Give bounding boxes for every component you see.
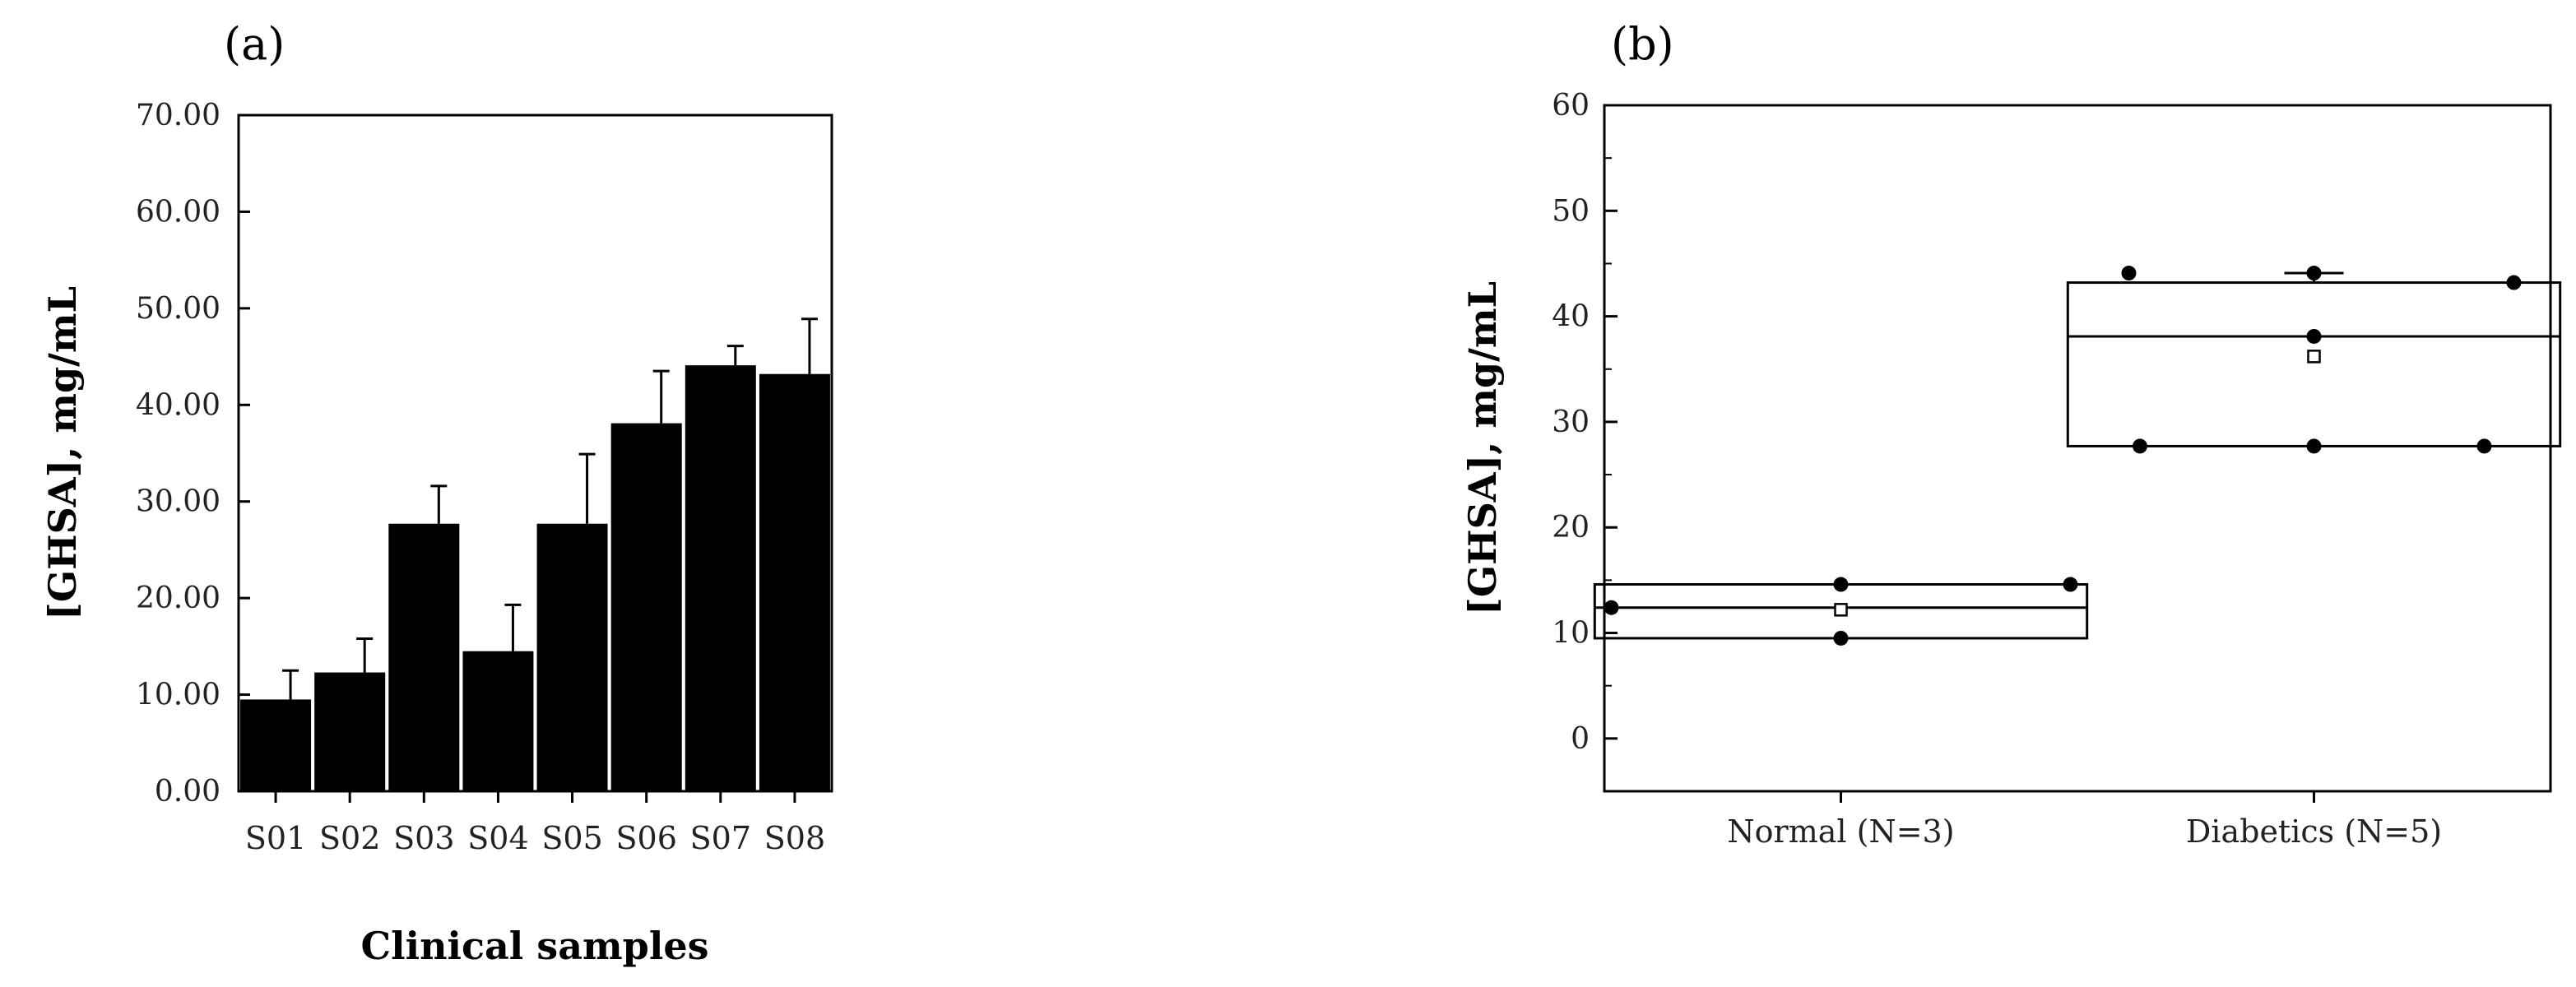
bar xyxy=(462,651,534,791)
box-chart-panel: (b) 0 10 20 30 40 50 60 Normal (N=3) Diabetics … xyxy=(1460,18,2562,850)
data-point xyxy=(2306,266,2322,281)
box-chart-x-ticks: Normal (N=3) Diabetics (N=5) xyxy=(1727,791,2442,850)
x-tick-label: S05 xyxy=(541,820,602,856)
y-tick-label: 10 xyxy=(1552,617,1590,651)
y-tick-label: 0 xyxy=(1571,722,1590,756)
y-tick-label: 50 xyxy=(1552,194,1590,228)
box-chart-y-axis-label: [GHSA], mg/mL xyxy=(1460,281,1505,615)
bar-chart-y-ticks: 0.00 10.00 20.00 30.00 40.00 50.00 60.00 70.00 xyxy=(136,99,250,809)
x-tick-label: S06 xyxy=(615,820,676,856)
y-tick-label: 20.00 xyxy=(136,582,220,615)
bar-chart-y-axis-label: [GHSA], mg/mL xyxy=(40,286,85,620)
bar-chart-bars xyxy=(240,365,830,791)
data-point xyxy=(2063,577,2078,592)
data-point xyxy=(2476,438,2492,454)
data-point xyxy=(2133,438,2147,454)
data-point xyxy=(2306,438,2322,454)
y-tick-label: 50.00 xyxy=(136,292,220,326)
box-chart-y-ticks: 0 10 20 30 40 50 60 xyxy=(1552,89,1618,792)
bar-chart-panel: (a) 0.00 10.00 20.00 30.00 40.00 50.00 60.00 70… xyxy=(40,18,833,968)
box-mean-marker xyxy=(1834,603,1848,617)
y-tick-label: 30.00 xyxy=(136,485,220,519)
box-chart-frame xyxy=(1603,104,2552,793)
data-point xyxy=(2506,275,2522,290)
bar xyxy=(610,423,682,791)
bar-chart-frame xyxy=(237,114,833,793)
y-tick-label: 20 xyxy=(1552,511,1590,544)
y-tick-label: 30 xyxy=(1552,405,1590,439)
bar-chart-x-ticks: S01 S02 S03 S04 S05 S06 S07 S08 xyxy=(245,791,825,856)
bar xyxy=(240,699,312,791)
panel-a-label: (a) xyxy=(224,18,285,70)
panel-b-label: (b) xyxy=(1611,18,1674,70)
box-chart-boxes xyxy=(1593,266,2562,646)
y-tick-label: 10.00 xyxy=(136,679,220,712)
x-tick-label: S04 xyxy=(467,820,528,856)
bar xyxy=(536,523,608,791)
y-tick-label: 70.00 xyxy=(136,99,220,132)
y-tick-label: 40 xyxy=(1552,300,1590,334)
x-tick-label: S03 xyxy=(393,820,454,856)
data-point xyxy=(1833,577,1849,592)
x-tick-label: S02 xyxy=(319,820,380,856)
y-tick-label: 60.00 xyxy=(136,195,220,229)
bar-chart-x-axis-label: Clinical samples xyxy=(361,924,709,968)
data-point xyxy=(1833,630,1849,646)
data-point xyxy=(1604,600,1619,615)
x-tick-label: Diabetics (N=5) xyxy=(2186,813,2442,850)
y-tick-label: 40.00 xyxy=(136,388,220,422)
x-tick-label: S08 xyxy=(764,820,825,856)
x-tick-label: S01 xyxy=(245,820,306,856)
bar xyxy=(388,523,460,791)
data-point xyxy=(2121,266,2137,281)
box-mean-marker xyxy=(2307,350,2321,364)
x-tick-label: Normal (N=3) xyxy=(1727,813,1954,850)
bar-chart-error-bars xyxy=(282,317,818,700)
data-point xyxy=(2306,328,2322,344)
bar xyxy=(314,672,386,791)
bar xyxy=(685,365,756,791)
y-tick-label: 0.00 xyxy=(155,775,220,809)
y-tick-label: 60 xyxy=(1552,89,1590,123)
x-tick-label: S07 xyxy=(690,820,751,856)
bar xyxy=(759,373,830,791)
box xyxy=(2066,281,2562,447)
